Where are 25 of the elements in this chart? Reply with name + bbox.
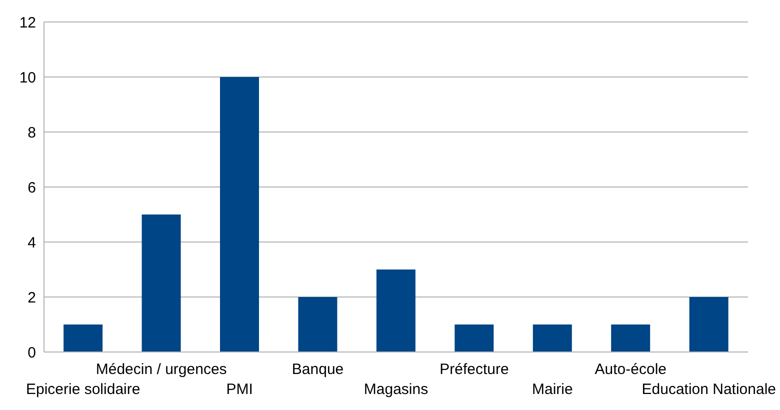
x-tick-label: Education Nationale [642,381,776,398]
y-tick-label: 6 [28,179,36,196]
x-tick-label: Mairie [532,381,573,398]
x-tick-label: Préfecture [440,361,509,378]
y-tick-label: 8 [28,124,36,142]
bar [298,297,338,352]
bar [532,324,572,352]
x-tick-label: Banque [292,361,344,378]
bar [64,324,103,352]
bar [454,324,494,352]
bar [611,324,650,352]
bar [142,214,181,352]
x-tick-label: Magasins [364,381,428,398]
x-tick-label: PMI [226,381,253,398]
bar [220,77,259,352]
x-tick-label: Epicerie solidaire [26,381,140,398]
y-tick-label: 2 [28,289,36,306]
bar [689,297,728,352]
y-tick-label: 4 [28,234,36,252]
y-tick-label: 12 [19,14,36,32]
bar [376,270,416,352]
x-tick-label: Auto-école [594,361,667,378]
y-tick-label: 10 [19,69,36,86]
x-tick-label: Médecin / urgences [96,361,227,378]
y-tick-label: 0 [28,344,36,362]
